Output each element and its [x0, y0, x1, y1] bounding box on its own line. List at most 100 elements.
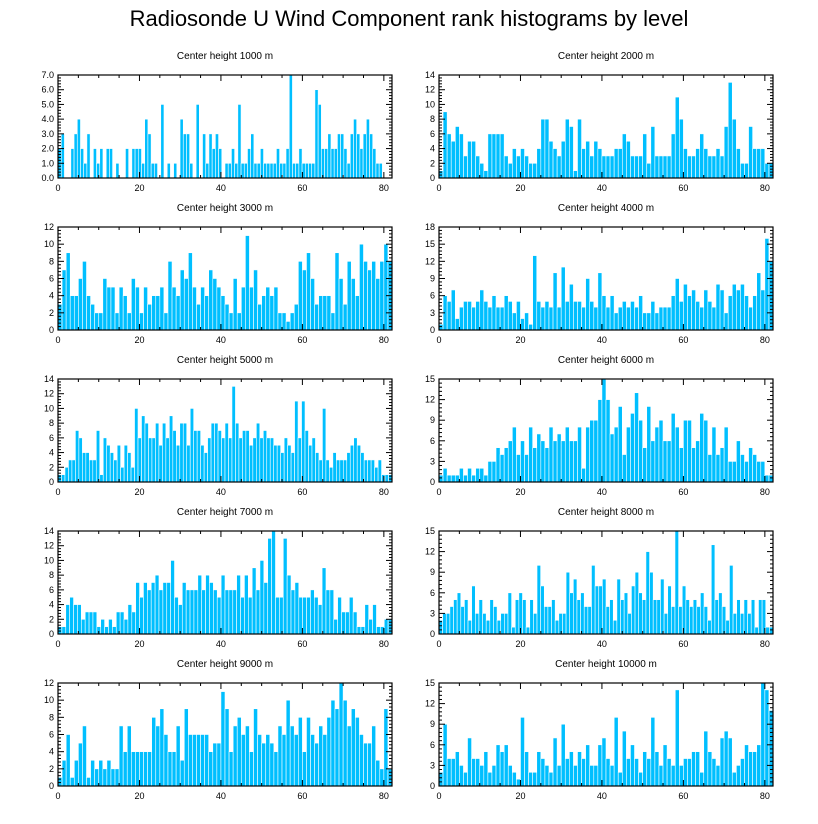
histogram-bar — [536, 751, 542, 787]
histogram-bar — [80, 148, 84, 179]
histogram-bar — [634, 155, 639, 179]
plot-frame — [438, 378, 774, 483]
histogram-bar — [489, 599, 494, 635]
x-tick-label: 40 — [597, 791, 607, 801]
histogram-bar — [83, 162, 88, 179]
histogram-bar — [518, 592, 523, 635]
y-tick-label: 8 — [49, 256, 54, 266]
histogram-bar — [556, 765, 562, 787]
histogram-bar — [119, 611, 125, 635]
histogram-bar — [336, 459, 341, 483]
histogram-bar — [294, 400, 299, 483]
histogram-bar — [334, 252, 340, 331]
histogram-bar — [224, 162, 229, 179]
y-tick-label: 10 — [44, 239, 54, 249]
panel-title: Center height 3000 m — [177, 203, 273, 214]
histogram-bar — [744, 744, 749, 787]
histogram-bar — [674, 278, 680, 331]
histogram-bar — [285, 699, 291, 787]
histogram-bar — [158, 589, 164, 635]
histogram-bar — [503, 744, 509, 787]
histogram-bar — [273, 444, 278, 483]
histogram-bar — [265, 286, 271, 331]
histogram-bar — [723, 126, 729, 179]
histogram-bar — [253, 269, 258, 331]
histogram-bar — [224, 708, 230, 787]
histogram-bar — [200, 444, 205, 483]
histogram-bar — [214, 422, 219, 483]
histogram-bar — [532, 447, 538, 483]
histogram-bar — [560, 723, 566, 787]
histogram-bar — [543, 606, 549, 635]
histogram-bar — [84, 611, 90, 635]
histogram-bar — [551, 599, 556, 635]
y-tick-label: 2 — [49, 614, 54, 624]
histogram-bar — [687, 155, 692, 179]
histogram-bar — [522, 599, 527, 635]
panel-title: Center height 6000 m — [558, 355, 654, 366]
histogram-bar — [740, 162, 745, 179]
histogram-bar — [679, 447, 684, 483]
histogram-bar — [707, 619, 712, 635]
histogram-bar — [182, 422, 188, 483]
histogram-bar — [548, 306, 554, 331]
histogram-bar — [446, 133, 452, 179]
histogram-bar — [282, 162, 287, 179]
histogram-bar — [108, 618, 113, 635]
histogram-bar — [585, 278, 591, 331]
histogram-bar — [687, 419, 692, 483]
x-tick-label: 20 — [134, 335, 144, 345]
histogram-bar — [271, 530, 276, 635]
histogram-bar — [744, 295, 749, 331]
histogram-bar — [137, 437, 142, 483]
histogram-bar — [471, 585, 476, 635]
histogram-bar — [82, 725, 87, 787]
histogram-bar — [286, 574, 292, 635]
histogram-bar — [585, 140, 591, 179]
histogram-bar — [540, 118, 546, 179]
histogram-bar — [756, 148, 762, 179]
histogram-bar — [752, 751, 758, 787]
histogram-bar — [478, 599, 483, 635]
panel-title: Center height 8000 m — [558, 507, 654, 518]
histogram-bar — [467, 301, 472, 331]
histogram-bar — [540, 758, 546, 787]
histogram-bar — [727, 82, 733, 179]
histogram-bar — [113, 459, 118, 483]
histogram-bar — [355, 295, 360, 331]
histogram-bar — [699, 413, 705, 483]
histogram-bar — [257, 734, 262, 787]
histogram-bar — [77, 604, 82, 635]
histogram-bar — [577, 118, 582, 179]
histogram-bar — [638, 295, 643, 331]
histogram-bar — [342, 303, 348, 331]
histogram-bar — [617, 148, 623, 179]
y-tick-label: 2 — [49, 308, 54, 318]
histogram-bar — [353, 118, 357, 179]
histogram-bar — [703, 148, 709, 179]
histogram-bar — [450, 289, 456, 331]
histogram-bar — [731, 461, 737, 483]
histogram-bar — [558, 613, 563, 635]
histogram-bar — [350, 708, 356, 787]
histogram-bar — [512, 312, 517, 331]
histogram-bar — [236, 574, 241, 635]
histogram-bar — [341, 611, 346, 635]
plot-frame — [438, 530, 774, 635]
histogram-bar — [232, 725, 238, 787]
x-tick-label: 40 — [216, 639, 226, 649]
histogram-bar — [487, 133, 493, 179]
histogram-bar — [650, 440, 656, 483]
histogram-bar — [154, 162, 158, 179]
histogram-bar — [573, 301, 578, 331]
histogram-bar — [208, 751, 214, 787]
histogram-bar — [627, 613, 632, 635]
histogram-bar — [317, 104, 322, 179]
histogram-bar — [144, 118, 149, 179]
histogram-bar — [102, 278, 108, 331]
histogram-bar — [371, 725, 377, 787]
histogram-bar — [106, 286, 112, 331]
histogram-bar — [529, 599, 534, 635]
histogram-bar — [383, 708, 389, 787]
histogram-bar — [495, 133, 501, 179]
